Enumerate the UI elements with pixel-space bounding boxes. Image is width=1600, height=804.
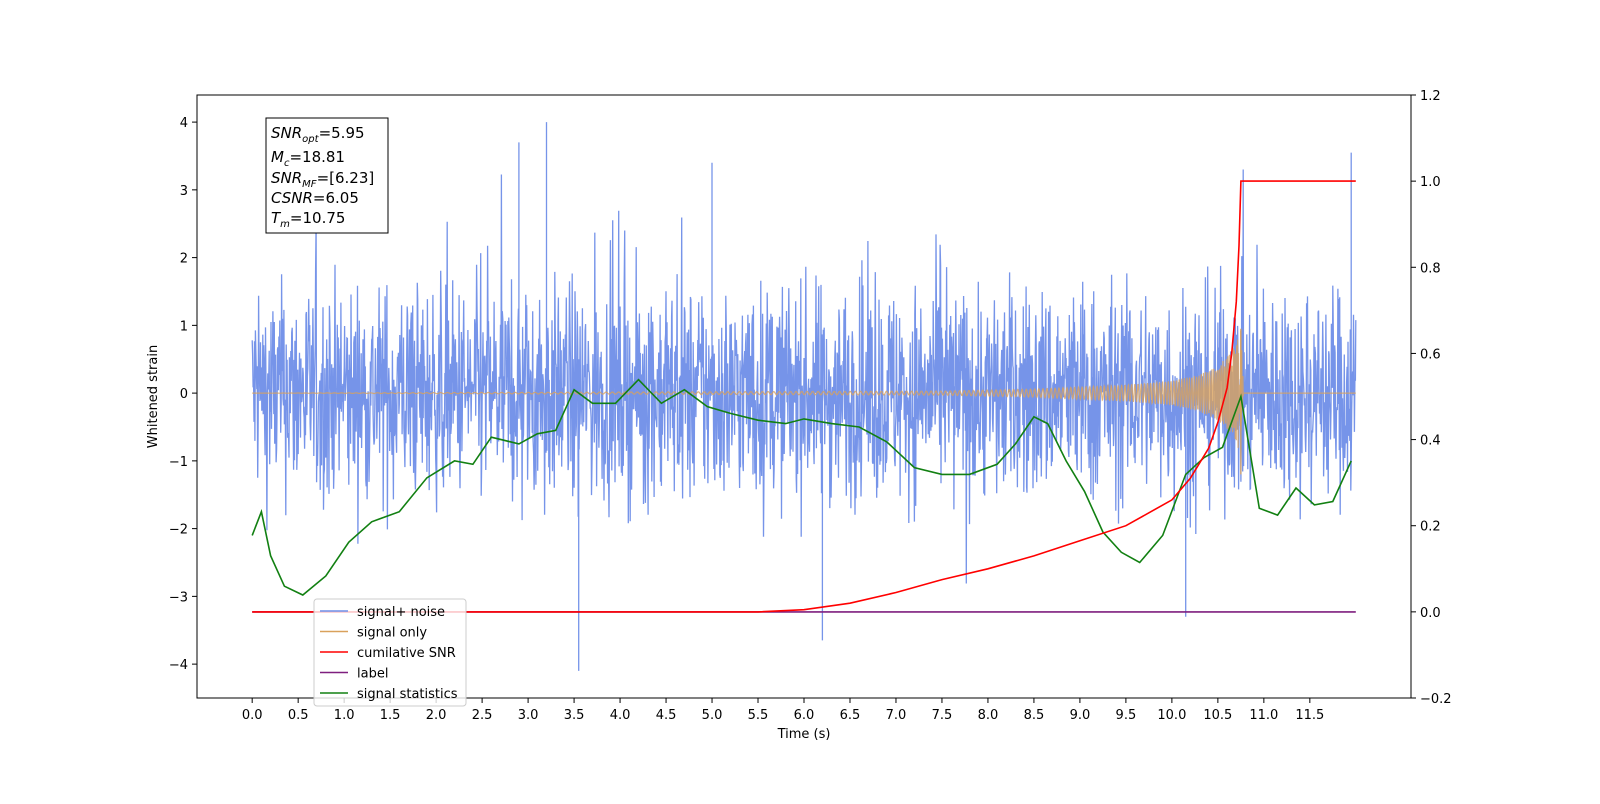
legend-frame bbox=[313, 598, 467, 707]
y-tick-label: −2 bbox=[169, 523, 188, 538]
plot-area bbox=[251, 122, 1357, 671]
x-tick-label: 6.0 bbox=[794, 708, 815, 723]
info-csnr-base: CSNR bbox=[271, 189, 313, 207]
y-tick-label: 3 bbox=[180, 184, 188, 199]
x-tick-label: 1.0 bbox=[334, 708, 355, 723]
x-axis-label: Time (s) bbox=[777, 727, 831, 742]
legend-label: cumilative SNR bbox=[357, 646, 456, 661]
signal-only-layer bbox=[252, 328, 1356, 475]
info-mc-value: =18.81 bbox=[289, 148, 345, 166]
x-tick-label: 7.0 bbox=[886, 708, 907, 723]
info-mc: Mc=18.81 bbox=[271, 148, 345, 169]
x-tick-label: 0.0 bbox=[242, 708, 263, 723]
x-tick-label: 3.0 bbox=[518, 708, 539, 723]
y2-tick-label: 0.2 bbox=[1420, 520, 1441, 535]
info-csnr-value: =6.05 bbox=[313, 189, 359, 207]
x-tick-label: 9.0 bbox=[1070, 708, 1091, 723]
y-tick-label: −4 bbox=[169, 658, 188, 673]
y2-tick-label: 0.0 bbox=[1420, 606, 1441, 621]
y-tick-label: 1 bbox=[180, 319, 188, 334]
x-tick-label: 4.5 bbox=[656, 708, 677, 723]
info-snr-opt: SNRopt=5.95 bbox=[271, 124, 365, 145]
info-snr-mf: SNRMF=[6.23] bbox=[271, 169, 374, 190]
y-axis-label: Whitened strain bbox=[146, 345, 161, 448]
y2-axis-ticks: −0.2 0.0 0.2 0.4 0.6 0.8 1.0 1.2 bbox=[1411, 89, 1452, 707]
signal-noise-layer bbox=[251, 122, 1357, 671]
y2-tick-label: 0.6 bbox=[1420, 347, 1441, 362]
x-tick-label: 7.5 bbox=[932, 708, 953, 723]
info-tm-base: T bbox=[271, 209, 282, 227]
x-tick-label: 1.5 bbox=[380, 708, 401, 723]
info-snr-opt-sub: opt bbox=[302, 134, 319, 145]
x-tick-label: 8.0 bbox=[978, 708, 999, 723]
legend-label: signal only bbox=[357, 626, 427, 641]
x-tick-label: 11.0 bbox=[1249, 708, 1278, 723]
x-tick-label: 2.5 bbox=[472, 708, 493, 723]
y-tick-label: −1 bbox=[169, 455, 188, 470]
y2-tick-label: 1.0 bbox=[1420, 175, 1441, 190]
info-mc-base: M bbox=[271, 148, 284, 166]
y-tick-label: 2 bbox=[180, 252, 188, 267]
signal-statistics-line bbox=[251, 378, 1352, 596]
cumulative-snr-line bbox=[252, 180, 1356, 613]
info-snr-opt-value: =5.95 bbox=[319, 124, 365, 142]
x-tick-label: 10.5 bbox=[1203, 708, 1232, 723]
x-tick-label: 8.5 bbox=[1024, 708, 1045, 723]
info-mc-sub: c bbox=[284, 158, 290, 169]
x-tick-label: 4.0 bbox=[610, 708, 631, 723]
x-tick-label: 5.0 bbox=[702, 708, 723, 723]
y-tick-label: −3 bbox=[169, 590, 188, 605]
info-box: SNRopt=5.95 Mc=18.81 SNRMF=[6.23] CSNR=6… bbox=[265, 117, 389, 234]
x-tick-label: 10.0 bbox=[1157, 708, 1186, 723]
legend-label: signal+ noise bbox=[357, 605, 445, 620]
info-snr-mf-value: =[6.23] bbox=[317, 169, 375, 187]
x-tick-label: 0.5 bbox=[288, 708, 309, 723]
info-snr-opt-base: SNR bbox=[271, 124, 302, 142]
y-axis-ticks: −4 −3 −2 −1 0 1 2 3 4 bbox=[169, 116, 197, 673]
info-tm-value: =10.75 bbox=[290, 209, 346, 227]
signal-noise-line bbox=[251, 122, 1357, 671]
x-tick-label: 2.0 bbox=[426, 708, 447, 723]
info-snr-mf-base: SNR bbox=[271, 169, 302, 187]
x-tick-label: 3.5 bbox=[564, 708, 585, 723]
x-tick-label: 9.5 bbox=[1116, 708, 1137, 723]
legend: signal+ noise signal only cumilative SNR la… bbox=[313, 598, 467, 707]
x-tick-label: 5.5 bbox=[748, 708, 769, 723]
info-tm-sub: m bbox=[280, 219, 290, 230]
y2-tick-label: −0.2 bbox=[1420, 692, 1452, 707]
y2-tick-label: 1.2 bbox=[1420, 89, 1441, 104]
legend-label: signal statistics bbox=[357, 687, 458, 702]
y2-tick-label: 0.8 bbox=[1420, 261, 1441, 276]
info-tm: Tm=10.75 bbox=[271, 209, 345, 230]
x-axis-ticks: 0.0 0.5 1.0 1.5 2.0 2.5 3.0 3.5 4.0 4.5 5.0 5.5 6.0 6… bbox=[242, 698, 1324, 723]
legend-label: label bbox=[357, 667, 388, 682]
info-box-frame bbox=[265, 117, 389, 234]
x-tick-label: 6.5 bbox=[840, 708, 861, 723]
y2-tick-label: 0.4 bbox=[1420, 434, 1441, 449]
y-tick-label: 4 bbox=[180, 116, 188, 131]
x-tick-label: 11.5 bbox=[1295, 708, 1324, 723]
signal-only-line bbox=[252, 330, 1356, 448]
legend-items: signal+ noise signal only cumilative SNR la… bbox=[320, 605, 458, 702]
y-tick-label: 0 bbox=[180, 387, 188, 402]
info-snr-mf-sub: MF bbox=[302, 179, 317, 190]
info-csnr: CSNR=6.05 bbox=[271, 189, 359, 207]
